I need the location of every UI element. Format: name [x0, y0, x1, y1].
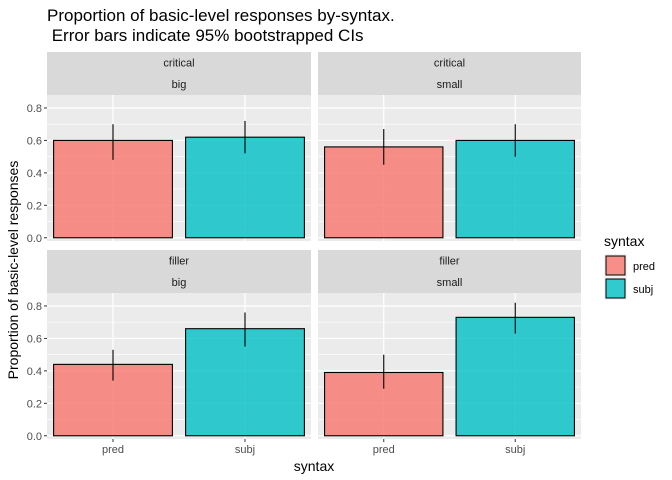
y-tick-label: 0.8 [27, 301, 42, 313]
x-tick-label: subj [505, 444, 525, 456]
strip-background [318, 73, 581, 95]
x-axis-title: syntax [294, 458, 334, 474]
y-tick-label: 0.6 [27, 333, 42, 345]
x-tick-label: pred [373, 444, 395, 456]
strip-label: filler [169, 256, 190, 268]
title-line-2: Error bars indicate 95% bootstrapped CIs [47, 26, 364, 45]
strip-background [318, 250, 581, 271]
legend-swatch-subj [605, 278, 626, 299]
panel-critical-small: critical small [318, 52, 581, 241]
y-tick-label: 0.6 [27, 135, 42, 147]
y-axis-title: Proportion of basic-level responses [5, 161, 21, 380]
bar-subj [455, 316, 575, 437]
bar-subj [185, 136, 305, 239]
panel-critical-big: critical big 0.0 0.2 0.4 0.6 0.8 [27, 52, 311, 245]
chart-title: Proportion of basic-level responses by-s… [47, 6, 395, 45]
y-tick-label: 0.0 [27, 233, 42, 245]
strip-background [47, 250, 311, 271]
title-line-1: Proportion of basic-level responses by-s… [47, 6, 395, 25]
legend-title: syntax [604, 233, 644, 249]
strip-label: critical [163, 58, 194, 70]
y-tick-label: 0.2 [27, 398, 42, 410]
y-tick-label: 0.4 [27, 366, 42, 378]
strip-background [318, 271, 581, 293]
legend-label: pred [633, 261, 655, 273]
legend-swatch-pred [605, 255, 626, 276]
strip-label: big [172, 277, 187, 289]
legend-label: subj [633, 284, 653, 296]
strip-label: big [172, 79, 187, 91]
strip-label: small [437, 79, 463, 91]
y-tick-label: 0.8 [27, 103, 42, 115]
bar-subj [455, 139, 575, 239]
strip-background [318, 52, 581, 73]
y-tick-label: 0.2 [27, 200, 42, 212]
strip-label: critical [434, 58, 465, 70]
x-tick-label: pred [102, 444, 124, 456]
strip-label: filler [439, 256, 460, 268]
strip-background [47, 52, 311, 73]
strip-background [47, 271, 311, 293]
legend: syntax pred subj [604, 233, 655, 300]
strip-background [47, 73, 311, 95]
panel-filler-big: filler big 0.0 0.2 0.4 0.6 0.8 pred subj [27, 250, 311, 456]
facet-panels: criticalbig0.00.20.40.60.8criticalsmallf… [27, 52, 581, 456]
x-tick-label: subj [235, 444, 255, 456]
y-tick-label: 0.0 [27, 431, 42, 443]
panel-filler-small: filler small pred subj [318, 250, 581, 456]
y-tick-label: 0.4 [27, 168, 42, 180]
strip-label: small [437, 277, 463, 289]
